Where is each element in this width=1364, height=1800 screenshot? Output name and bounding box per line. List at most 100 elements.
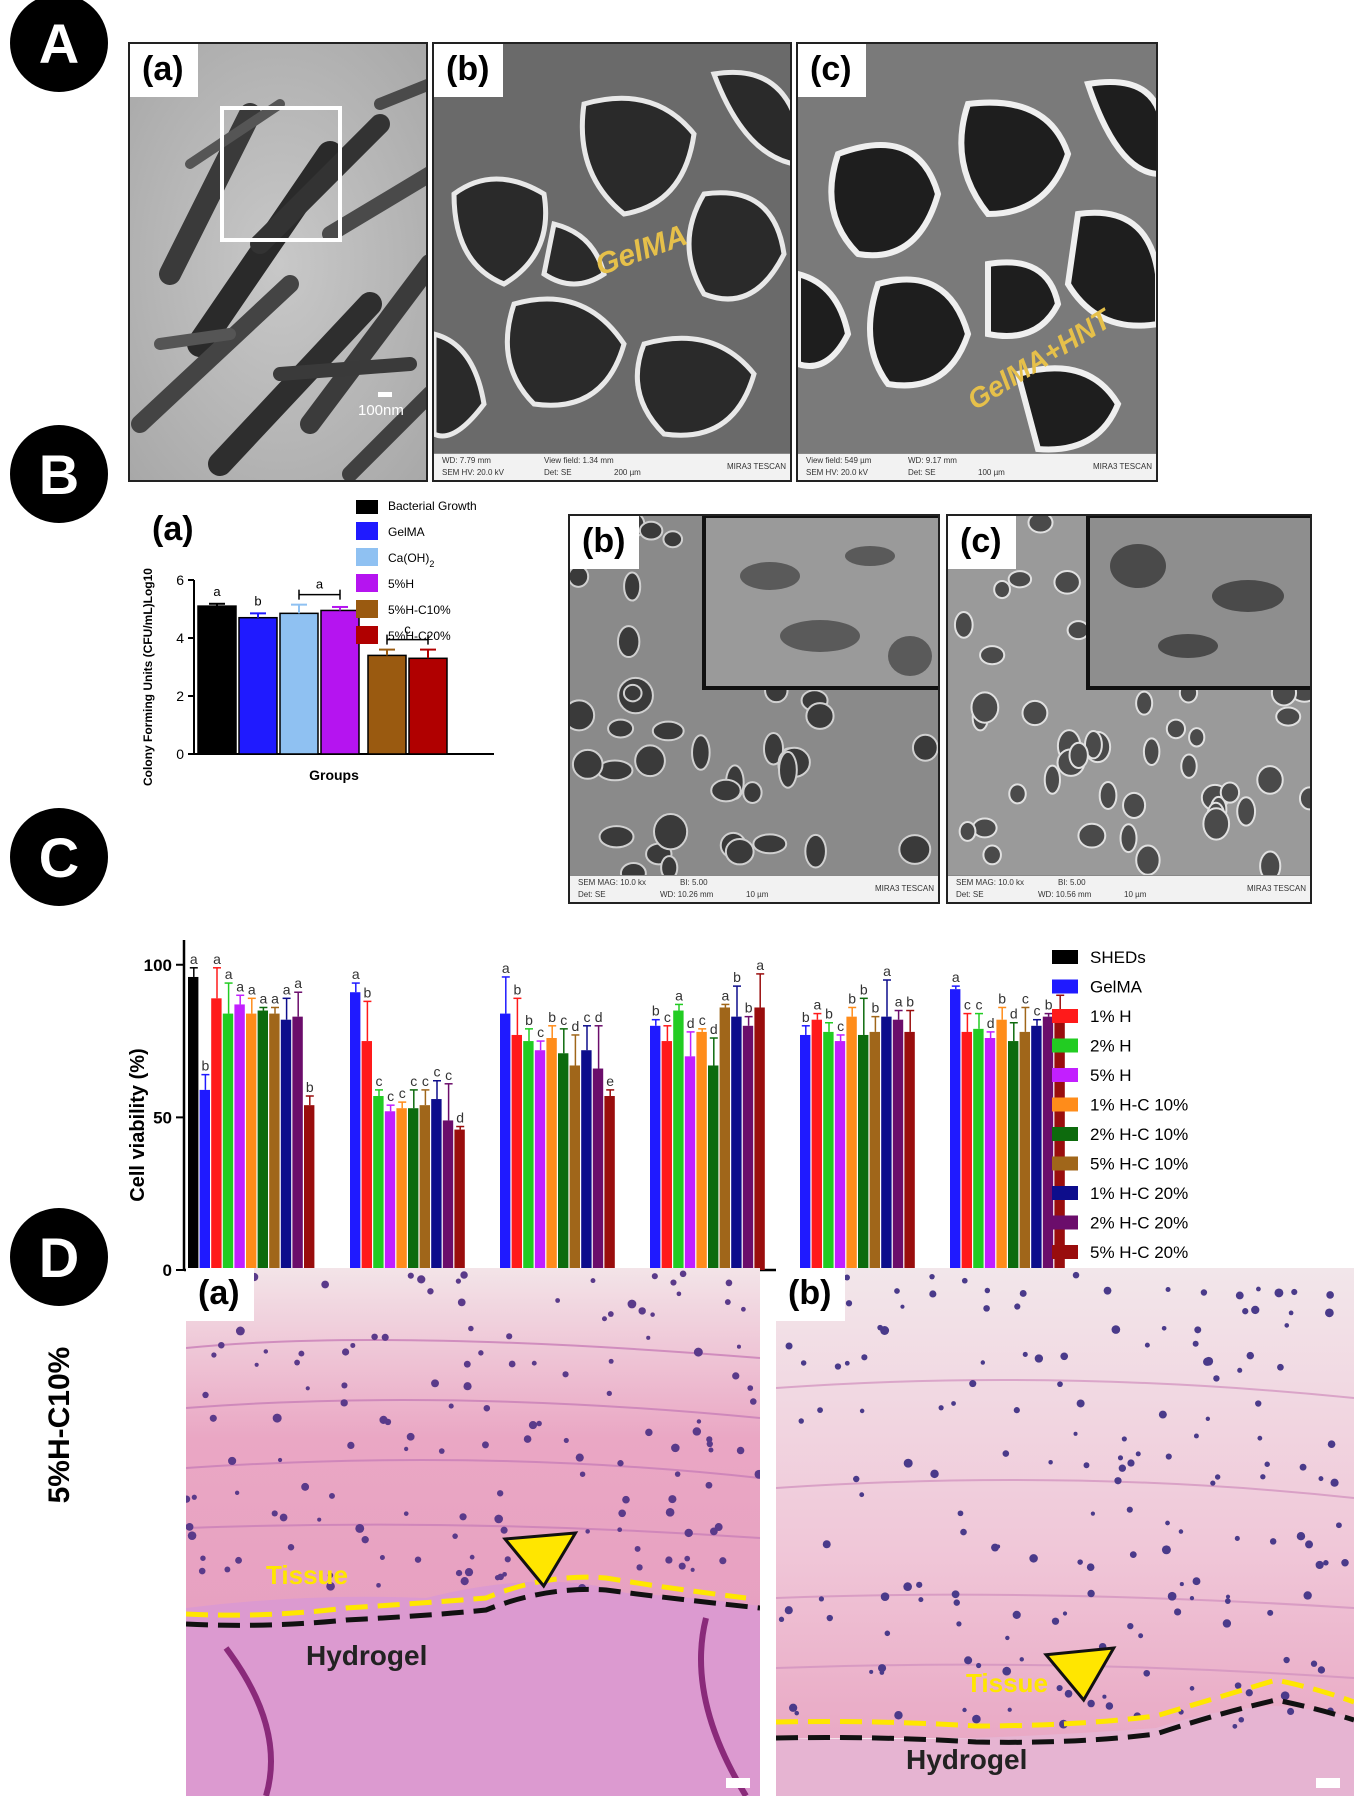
significance-letter: a	[675, 987, 683, 1003]
cell-nucleus	[844, 1360, 850, 1366]
cell-nucleus	[930, 1469, 939, 1479]
cell-nucleus	[617, 1527, 623, 1533]
cell-nucleus	[1002, 1450, 1010, 1457]
significance-letter: c	[445, 1067, 452, 1083]
significance-letter: c	[976, 997, 983, 1013]
bar	[188, 976, 199, 1270]
legend-label: 5%H-C20%	[388, 629, 451, 643]
cell-nucleus	[341, 1348, 350, 1356]
dentin-tubule	[979, 645, 1006, 666]
cell-nucleus	[884, 1630, 891, 1637]
dentin-tubule	[607, 718, 635, 739]
cell-nucleus	[1165, 1453, 1172, 1460]
cell-nucleus	[747, 1385, 754, 1391]
cell-nucleus	[376, 1583, 381, 1588]
dentin-tubule	[1077, 822, 1107, 849]
cell-nucleus	[1277, 1363, 1284, 1371]
cell-nucleus	[964, 1656, 973, 1665]
legend-label: 5% H	[1090, 1066, 1132, 1085]
cell-nucleus	[1251, 1305, 1260, 1315]
bar	[858, 1034, 869, 1270]
legend-label: GelMA	[388, 525, 425, 539]
legend-label: GelMA	[1090, 978, 1143, 997]
cell-nucleus	[1255, 1400, 1262, 1407]
cell-nucleus	[674, 1471, 681, 1477]
panel-D-side-label: 5%H-C10%	[43, 1346, 76, 1504]
cell-nucleus	[502, 1571, 507, 1577]
legend-swatch	[1052, 1009, 1078, 1023]
cell-nucleus	[665, 1508, 675, 1517]
significance-letter: b	[202, 1058, 210, 1074]
cell-nucleus	[1287, 1707, 1295, 1715]
cell-nucleus	[1214, 1474, 1221, 1480]
cell-nucleus	[834, 1363, 842, 1370]
cell-nucleus	[563, 1437, 569, 1444]
significance-letter: d	[595, 1009, 603, 1025]
cell-nucleus	[1019, 1657, 1024, 1662]
bar	[973, 1028, 984, 1270]
cell-nucleus	[1143, 1669, 1151, 1677]
cell-nucleus	[969, 1380, 977, 1388]
cell-nucleus	[817, 1407, 823, 1414]
significance-letter: a	[260, 990, 268, 1006]
dentin-tubule	[1122, 791, 1147, 819]
sem-info-bar-Bc: SEM MAG: 10.0 kx BI: 5.00 Det: SE WD: 10…	[948, 875, 1310, 902]
legend-swatch	[356, 574, 378, 592]
cell-nucleus	[696, 1419, 702, 1424]
cell-nucleus	[736, 1446, 745, 1455]
dentin-tubule	[1165, 718, 1187, 740]
hydrogel-label-b: Hydrogel	[906, 1744, 1028, 1775]
dentin-tubule	[1219, 781, 1241, 804]
cell-nucleus	[736, 1344, 741, 1349]
cell-nucleus	[1291, 1288, 1298, 1296]
cell-nucleus	[1189, 1686, 1195, 1691]
cell-nucleus	[326, 1581, 335, 1591]
cell-nucleus	[414, 1556, 422, 1563]
dentin-tubule	[752, 833, 788, 855]
cell-nucleus	[1280, 1691, 1290, 1701]
significance-letter: c	[537, 1024, 544, 1040]
cell-nucleus	[693, 1347, 703, 1357]
bar	[269, 1013, 280, 1270]
significance-letter: c	[410, 1073, 417, 1089]
cell-nucleus	[186, 1522, 194, 1531]
significance-letter: c	[964, 997, 971, 1013]
cell-nucleus	[455, 1278, 462, 1284]
dentin-tubule	[1066, 620, 1090, 641]
dentin-tubule	[724, 838, 755, 866]
tissue-label-b: Tissue	[966, 1668, 1048, 1698]
cell-nucleus	[355, 1524, 365, 1533]
bar	[754, 1007, 765, 1270]
bar	[373, 1096, 384, 1270]
cell-nucleus	[869, 1669, 874, 1674]
dentin-tubule	[804, 833, 827, 869]
cell-nucleus	[1076, 1399, 1085, 1408]
cell-nucleus	[459, 1513, 467, 1521]
cell-nucleus	[1232, 1723, 1238, 1729]
cell-nucleus	[224, 1566, 231, 1573]
cell-nucleus	[463, 1382, 472, 1391]
cell-nucleus	[1114, 1477, 1122, 1485]
dentin-tubule	[1135, 690, 1154, 716]
cell-nucleus	[1245, 1689, 1253, 1697]
dentin-tubule	[1021, 699, 1049, 727]
legend-swatch	[356, 626, 378, 644]
cell-nucleus	[617, 1460, 624, 1467]
bar	[511, 1034, 522, 1270]
cell-nucleus	[1224, 1598, 1231, 1604]
bar	[396, 1108, 407, 1270]
cell-nucleus	[483, 1404, 491, 1412]
bar	[292, 1016, 303, 1270]
significance-letter: b	[652, 1003, 660, 1019]
dentin-tubule	[953, 611, 974, 639]
cell-nucleus	[732, 1372, 740, 1380]
significance-letter: a	[294, 975, 302, 991]
dentin-tubule	[634, 744, 666, 778]
significance-letter: b	[733, 969, 741, 985]
bar	[222, 1013, 234, 1270]
cell-nucleus	[665, 1556, 673, 1564]
cell-nucleus	[957, 1510, 964, 1517]
dentin-tubule	[1119, 823, 1138, 854]
significance-letter: c	[560, 1012, 567, 1028]
cell-nucleus	[187, 1531, 197, 1540]
